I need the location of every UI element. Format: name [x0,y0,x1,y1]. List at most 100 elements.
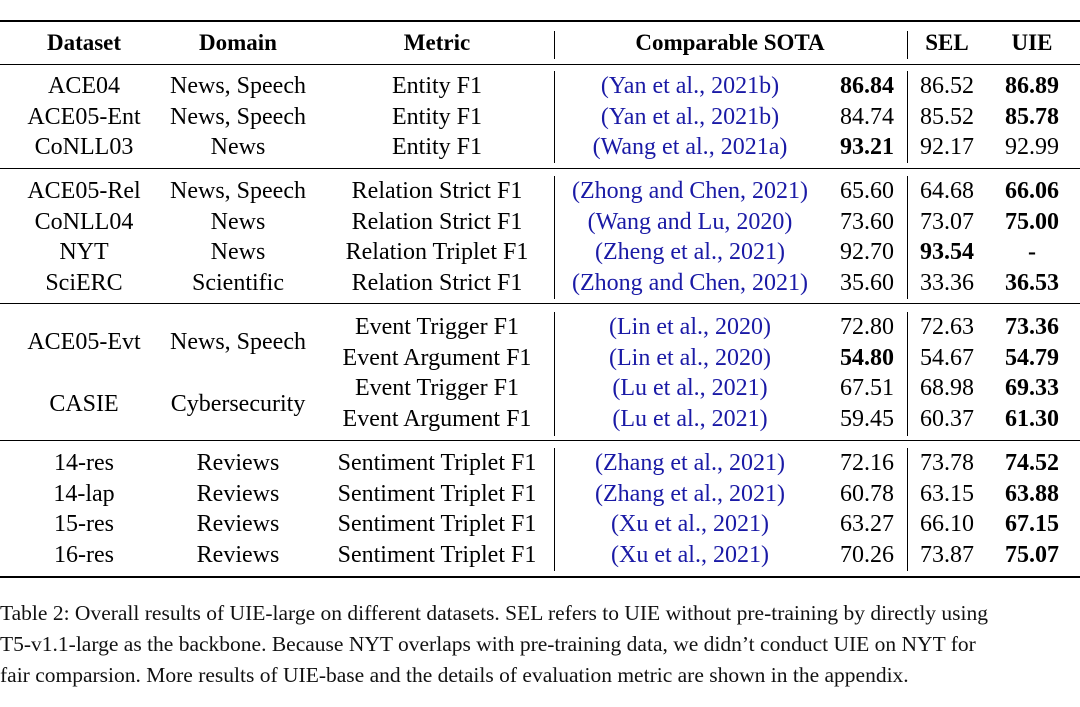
uie-value: 54.79 [1005,344,1059,371]
uie-value: 73.36 [1005,314,1059,340]
citation-year[interactable]: 2021a [720,134,780,161]
citation-year[interactable]: 2021 [711,405,760,432]
dataset-cell: CoNLL03 [34,134,134,161]
metric-cell: Relation Strict F1 [351,269,523,296]
citation-cell: (Zhong and Chen, 2021) [572,178,808,204]
group-rule-2 [0,303,1080,304]
sel-value: 86.52 [920,73,974,99]
citation-year[interactable]: 2020 [736,208,785,235]
citation-authors[interactable]: Lin et al. [617,344,703,371]
metric-cell: Event Trigger F1 [354,375,519,402]
citation-year[interactable]: 2021 [728,450,777,476]
group-separator-left-2 [554,176,555,299]
citation-cell: (Lin et al., 2020) [609,344,771,371]
sota-value: 92.70 [840,239,894,266]
domain-cell: News [210,134,266,161]
uie-value: - [1028,239,1036,266]
sel-value: 72.63 [920,314,974,340]
citation-cell: (Zheng et al., 2021) [595,239,785,266]
sel-value: 54.67 [920,344,974,371]
domain-cell: News [210,208,266,235]
citation-year[interactable]: 2021 [728,480,777,507]
metric-cell: Event Trigger F1 [354,314,519,340]
citation-year[interactable]: 2021 [711,375,760,402]
citation-year[interactable]: 2020 [714,344,763,371]
sota-value: 59.45 [840,405,894,432]
sota-value: 54.80 [840,344,894,371]
uie-value: 61.30 [1005,405,1059,432]
citation-authors[interactable]: Wang et al. [600,134,709,161]
citation-authors[interactable]: Xu et al. [619,511,701,538]
top-rule [0,20,1080,22]
citation-authors[interactable]: Zhang et al. [603,450,717,476]
caption-line-3: fair comparsion. More results of UIE-bas… [0,663,909,687]
metric-cell: Relation Strict F1 [351,178,523,204]
sota-value: 35.60 [840,269,894,296]
uie-value: 75.07 [1005,541,1059,568]
citation-authors[interactable]: Wang and Lu [595,208,725,235]
sota-value: 84.74 [840,103,894,130]
sel-value: 33.36 [920,269,974,296]
sel-value: 92.17 [920,134,974,161]
sota-value: 86.84 [840,73,894,99]
dataset-cell: ACE05-Evt [27,329,141,356]
dataset-cell: NYT [59,239,109,266]
citation-authors[interactable]: Yan et al. [608,73,700,99]
header-separator-2 [907,31,908,59]
citation-authors[interactable]: Lin et al. [617,314,703,340]
sel-value: 63.15 [920,480,974,507]
domain-cell: News, Speech [170,73,306,99]
header-rule [0,64,1080,65]
metric-cell: Sentiment Triplet F1 [337,541,537,568]
table-caption: Table 2: Overall results of UIE-large on… [0,598,1080,691]
citation-cell: (Wang and Lu, 2020) [587,208,793,235]
header-uie: UIE [1011,30,1053,55]
citation-authors[interactable]: Lu et al. [620,405,700,432]
dataset-cell: 14-res [54,450,114,476]
bottom-rule [0,576,1080,578]
group-separator-left-3 [554,312,555,436]
sota-value: 72.80 [840,314,894,340]
citation-year[interactable]: 2021 [712,511,761,538]
citation-year[interactable]: 2021 [751,269,800,296]
header-domain: Domain [199,30,277,55]
dataset-cell: 16-res [54,541,114,568]
citation-cell: (Zhang et al., 2021) [595,480,785,507]
dataset-cell: CoNLL04 [34,208,134,235]
citation-authors[interactable]: Xu et al. [619,541,701,568]
citation-cell: (Lu et al., 2021) [612,375,768,402]
domain-cell: Reviews [196,480,280,507]
uie-value: 69.33 [1005,375,1059,402]
group-rule-1 [0,168,1080,169]
uie-value: 67.15 [1005,511,1059,538]
sel-value: 73.07 [920,208,974,235]
citation-authors[interactable]: Zhong and Chen [580,178,740,204]
citation-authors[interactable]: Zhong and Chen [580,269,740,296]
citation-year[interactable]: 2021b [711,73,772,99]
sota-value: 63.27 [840,511,894,538]
sel-value: 60.37 [920,405,974,432]
dataset-cell: 15-res [54,511,114,538]
metric-cell: Event Argument F1 [342,344,532,371]
citation-year[interactable]: 2020 [714,314,763,340]
domain-cell: Reviews [196,450,280,476]
domain-cell: Scientific [192,269,284,296]
citation-authors[interactable]: Lu et al. [620,375,700,402]
citation-authors[interactable]: Zheng et al. [603,239,717,266]
citation-year[interactable]: 2021 [712,541,761,568]
metric-cell: Entity F1 [391,103,482,130]
citation-year[interactable]: 2021b [711,103,772,130]
metric-cell: Relation Strict F1 [351,208,523,235]
citation-year[interactable]: 2021 [728,239,777,266]
citation-authors[interactable]: Zhang et al. [603,480,717,507]
metric-cell: Sentiment Triplet F1 [337,480,537,507]
sota-value: 60.78 [840,480,894,507]
domain-cell: Reviews [196,541,280,568]
citation-cell: (Lin et al., 2020) [609,314,771,340]
domain-cell: News, Speech [170,103,306,130]
dataset-cell: 14-lap [53,480,115,507]
citation-year[interactable]: 2021 [751,178,800,204]
dataset-cell: ACE04 [48,73,120,99]
citation-authors[interactable]: Yan et al. [608,103,700,130]
citation-cell: (Zhang et al., 2021) [595,450,785,476]
